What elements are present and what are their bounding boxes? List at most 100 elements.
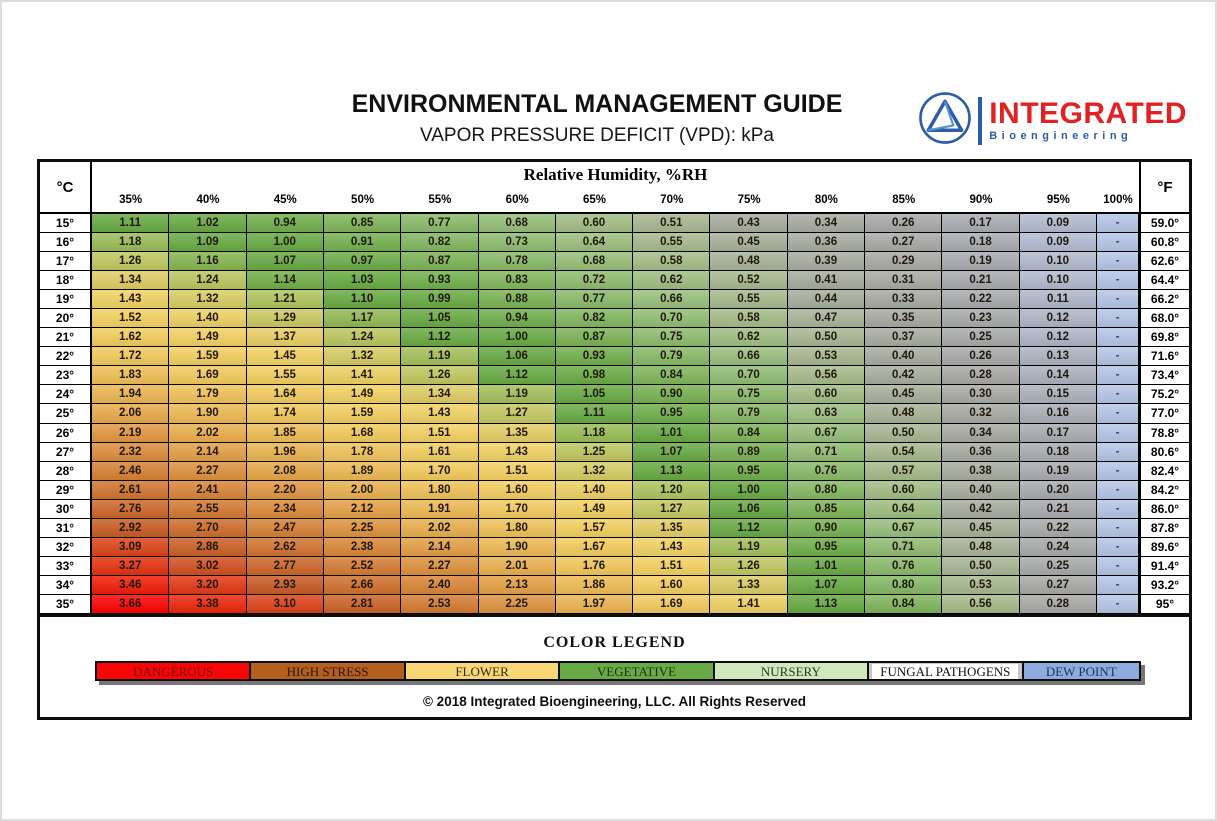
vpd-cell: 1.41 bbox=[323, 366, 402, 386]
vpd-cell: 2.00 bbox=[323, 480, 402, 500]
vpd-cell: 0.84 bbox=[710, 423, 788, 443]
vpd-cell: 0.77 bbox=[555, 290, 634, 310]
vpd-cell: 0.82 bbox=[555, 309, 634, 329]
vpd-cell: 0.29 bbox=[865, 252, 943, 272]
temp-f-cell: 77.0° bbox=[1139, 404, 1189, 424]
vpd-cell: 2.08 bbox=[246, 461, 324, 481]
vpd-cell: 0.36 bbox=[787, 233, 866, 253]
temp-f-cell: 89.6° bbox=[1139, 537, 1189, 557]
vpd-cell: 1.05 bbox=[555, 385, 634, 405]
vpd-cell: 1.10 bbox=[323, 290, 402, 310]
vpd-cell: 3.66 bbox=[92, 594, 170, 614]
vpd-cell: 1.14 bbox=[246, 271, 324, 291]
temp-c-cell: 20° bbox=[40, 309, 92, 329]
temp-f-cell: 71.6° bbox=[1139, 347, 1189, 367]
vpd-cell: 0.75 bbox=[633, 328, 711, 348]
vpd-cell: 1.26 bbox=[710, 556, 788, 576]
legend-section: COLOR LEGEND DANGEROUS HIGH STRESS FLOWER V… bbox=[40, 617, 1189, 717]
vpd-cell: 0.44 bbox=[787, 290, 866, 310]
temp-f-cell: 64.4° bbox=[1139, 271, 1189, 291]
vpd-cell: 0.80 bbox=[865, 575, 943, 595]
legend-title: COLOR LEGEND bbox=[543, 634, 686, 651]
vpd-cell: 1.07 bbox=[246, 252, 324, 272]
vpd-cell: 0.53 bbox=[787, 347, 866, 367]
vpd-cell: 0.13 bbox=[1019, 347, 1097, 367]
rh-column-header: 40% bbox=[169, 188, 247, 214]
vpd-cell: 0.76 bbox=[865, 556, 943, 576]
vpd-cell: 2.14 bbox=[401, 537, 479, 557]
vpd-cell: 0.11 bbox=[1019, 290, 1097, 310]
vpd-cell: 1.61 bbox=[401, 442, 479, 462]
vpd-cell: 2.55 bbox=[169, 499, 247, 519]
vpd-cell: 1.69 bbox=[633, 594, 711, 614]
vpd-cell: 1.97 bbox=[555, 594, 634, 614]
vpd-cell: 1.96 bbox=[246, 442, 324, 462]
vpd-cell: 2.66 bbox=[323, 575, 402, 595]
vpd-cell: 0.67 bbox=[865, 518, 943, 538]
vpd-cell: 1.27 bbox=[633, 499, 711, 519]
vpd-cell: 2.20 bbox=[246, 480, 324, 500]
vpd-cell: 0.16 bbox=[1019, 404, 1097, 424]
vpd-cell: 1.60 bbox=[478, 480, 556, 500]
vpd-cell: 1.01 bbox=[633, 423, 711, 443]
vpd-cell: 0.78 bbox=[478, 252, 556, 272]
vpd-cell: 1.55 bbox=[246, 366, 324, 386]
vpd-cell: 0.26 bbox=[942, 347, 1020, 367]
vpd-cell: 2.12 bbox=[323, 499, 402, 519]
vpd-cell: 1.94 bbox=[92, 385, 170, 405]
vpd-cell: 1.34 bbox=[92, 271, 170, 291]
vpd-cell: - bbox=[1097, 518, 1139, 538]
vpd-cell: 0.30 bbox=[942, 385, 1020, 405]
temp-c-cell: 33° bbox=[40, 556, 92, 576]
vpd-cell: 2.27 bbox=[169, 461, 247, 481]
rh-column-header: 75% bbox=[710, 188, 788, 214]
vpd-cell: 1.69 bbox=[169, 366, 247, 386]
logo-subname: Bioengineering bbox=[989, 130, 1133, 142]
vpd-cell: - bbox=[1097, 233, 1139, 253]
legend-item: VEGETATIVE bbox=[560, 663, 715, 679]
vpd-cell: 0.58 bbox=[633, 252, 711, 272]
vpd-cell: 1.19 bbox=[710, 537, 788, 557]
vpd-cell: 0.83 bbox=[478, 271, 556, 291]
vpd-cell: 0.28 bbox=[1019, 594, 1097, 614]
vpd-cell: 1.35 bbox=[633, 518, 711, 538]
vpd-cell: 0.58 bbox=[710, 309, 788, 329]
vpd-cell: 1.25 bbox=[555, 442, 634, 462]
vpd-cell: 1.49 bbox=[323, 385, 402, 405]
vpd-cell: 0.25 bbox=[942, 328, 1020, 348]
temp-f-cell: 68.0° bbox=[1139, 309, 1189, 329]
vpd-cell: 0.42 bbox=[942, 499, 1020, 519]
vpd-cell: 0.77 bbox=[401, 214, 479, 234]
vpd-cell: 0.84 bbox=[865, 594, 943, 614]
vpd-cell: 0.40 bbox=[865, 347, 943, 367]
legend-label: FLOWER bbox=[455, 663, 509, 679]
vpd-cell: 1.74 bbox=[246, 404, 324, 424]
temp-c-cell: 17° bbox=[40, 252, 92, 272]
temp-c-cell: 18° bbox=[40, 271, 92, 291]
vpd-cell: 1.07 bbox=[787, 575, 866, 595]
vpd-cell: 0.95 bbox=[710, 461, 788, 481]
vpd-cell: 0.56 bbox=[942, 594, 1020, 614]
legend-label: DANGEROUS bbox=[133, 663, 214, 679]
temp-f-cell: 69.8° bbox=[1139, 328, 1189, 348]
vpd-cell: 1.90 bbox=[169, 404, 247, 424]
vpd-cell: 0.52 bbox=[710, 271, 788, 291]
temp-c-cell: 26° bbox=[40, 423, 92, 443]
temp-f-cell: 66.2° bbox=[1139, 290, 1189, 310]
vpd-cell: - bbox=[1097, 594, 1139, 614]
vpd-cell: 1.85 bbox=[246, 423, 324, 443]
vpd-cell: 0.48 bbox=[942, 537, 1020, 557]
temp-f-cell: 78.8° bbox=[1139, 423, 1189, 443]
vpd-cell: 1.03 bbox=[323, 271, 402, 291]
temp-c-cell: 29° bbox=[40, 480, 92, 500]
vpd-cell: 0.50 bbox=[942, 556, 1020, 576]
vpd-cell: 1.60 bbox=[633, 575, 711, 595]
vpd-cell: 1.11 bbox=[92, 214, 170, 234]
vpd-cell: 2.27 bbox=[401, 556, 479, 576]
vpd-cell: 0.80 bbox=[787, 480, 866, 500]
vpd-cell: 2.62 bbox=[246, 537, 324, 557]
vpd-cell: 0.63 bbox=[787, 404, 866, 424]
temp-f-cell: 59.0° bbox=[1139, 214, 1189, 234]
vpd-cell: 1.18 bbox=[555, 423, 634, 443]
vpd-cell: - bbox=[1097, 556, 1139, 576]
